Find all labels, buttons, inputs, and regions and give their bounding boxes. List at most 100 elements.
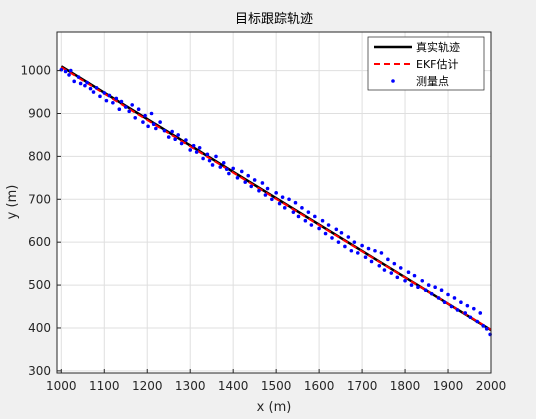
measurement-point bbox=[423, 288, 428, 293]
measurement-point bbox=[343, 244, 347, 249]
legend: 真实轨迹 EKF估计 测量点 bbox=[367, 36, 485, 91]
x-tick-label: 1400 bbox=[218, 379, 249, 393]
measurement-point bbox=[98, 94, 102, 99]
x-tick-label: 1300 bbox=[175, 379, 206, 393]
measurement-point bbox=[287, 197, 291, 202]
y-tick-label: 300 bbox=[28, 364, 51, 378]
measurement-point bbox=[463, 311, 468, 315]
measurement-point bbox=[323, 231, 328, 236]
measurement-point bbox=[426, 283, 431, 287]
measurement-point bbox=[395, 275, 400, 280]
measurement-point bbox=[442, 300, 447, 305]
x-tick-label: 1200 bbox=[132, 379, 163, 393]
measurement-point bbox=[369, 259, 374, 264]
measurement-point bbox=[465, 303, 470, 308]
measurement-point bbox=[446, 292, 450, 297]
measurement-point bbox=[170, 129, 174, 134]
measurement-point bbox=[439, 288, 444, 293]
measurement-point bbox=[102, 91, 107, 95]
measurement-point bbox=[260, 181, 265, 185]
measurement-point bbox=[420, 278, 425, 283]
measurement-point bbox=[309, 223, 314, 227]
y-tick-label: 400 bbox=[28, 321, 51, 335]
measurement-point bbox=[173, 137, 177, 142]
measurement-point bbox=[166, 135, 171, 139]
measurement-point bbox=[104, 98, 109, 103]
measurement-point bbox=[274, 191, 278, 195]
measurement-point bbox=[416, 285, 420, 290]
measurement-point bbox=[291, 210, 296, 214]
measurement-point bbox=[306, 210, 311, 214]
x-tick-label: 1900 bbox=[433, 379, 464, 393]
x-tick-label: 1000 bbox=[46, 379, 77, 393]
measurement-point bbox=[300, 206, 304, 210]
x-tick-label: 1500 bbox=[261, 379, 292, 393]
measurement-point bbox=[363, 255, 368, 259]
measurement-point bbox=[188, 148, 193, 152]
x-tick-label: 1800 bbox=[390, 379, 421, 393]
measurement-point bbox=[221, 161, 226, 165]
measurement-point bbox=[136, 107, 141, 112]
measurement-point bbox=[277, 201, 282, 206]
measurement-point bbox=[382, 268, 387, 272]
measurement-point bbox=[412, 273, 417, 278]
measurement-point bbox=[154, 126, 158, 131]
measurement-point bbox=[280, 195, 285, 199]
measurement-point bbox=[282, 206, 287, 210]
measurement-point bbox=[257, 188, 261, 193]
measurement-point bbox=[107, 93, 112, 98]
measurement-point bbox=[449, 304, 454, 309]
measurement-point bbox=[468, 315, 473, 320]
measurement-point bbox=[78, 81, 83, 86]
x-axis-label: x (m) bbox=[257, 400, 292, 415]
measurement-point bbox=[119, 99, 124, 104]
measurement-point bbox=[263, 193, 268, 197]
legend-swatch-measurements bbox=[391, 79, 395, 83]
measurement-point bbox=[252, 178, 257, 182]
measurement-point bbox=[433, 285, 437, 290]
measurement-point bbox=[436, 296, 441, 300]
measurement-point bbox=[360, 243, 364, 248]
measurement-point bbox=[389, 271, 394, 275]
y-tick-label: 500 bbox=[28, 278, 51, 292]
measurement-point bbox=[162, 128, 167, 133]
measurement-point bbox=[72, 79, 76, 84]
y-tick-label: 700 bbox=[28, 192, 51, 206]
measurement-point bbox=[117, 107, 122, 112]
measurement-point bbox=[127, 109, 131, 114]
measurement-point bbox=[377, 263, 382, 268]
measurement-point bbox=[403, 278, 407, 283]
measurement-point bbox=[91, 90, 96, 94]
measurement-point bbox=[191, 143, 196, 148]
measurement-point bbox=[194, 150, 199, 154]
axes-box bbox=[56, 31, 492, 374]
legend-label-true-track: 真实轨迹 bbox=[416, 40, 460, 54]
measurement-point bbox=[114, 96, 119, 101]
x-tick-label: 1100 bbox=[89, 379, 120, 393]
measurement-point bbox=[111, 100, 115, 105]
measurement-point bbox=[406, 270, 411, 275]
measurement-point bbox=[85, 80, 89, 85]
measurement-point bbox=[246, 173, 251, 178]
measurement-point bbox=[355, 251, 360, 255]
measurement-point bbox=[249, 184, 254, 189]
measurement-point bbox=[88, 86, 93, 91]
measurement-point bbox=[207, 158, 212, 163]
chart-title: 目标跟踪轨迹 bbox=[235, 12, 313, 27]
measurement-point bbox=[429, 291, 434, 296]
measurement-point bbox=[214, 154, 218, 159]
measurement-point bbox=[398, 266, 403, 270]
measurement-point bbox=[409, 283, 414, 287]
measurement-point bbox=[475, 319, 480, 324]
measurement-point bbox=[293, 200, 298, 205]
measurement-point bbox=[179, 141, 184, 146]
measurement-point bbox=[366, 246, 371, 251]
y-tick-label: 800 bbox=[28, 149, 51, 163]
measurement-point bbox=[235, 176, 240, 180]
measurement-point bbox=[379, 251, 384, 255]
measurement-point bbox=[149, 111, 154, 116]
measurement-point bbox=[68, 68, 73, 73]
legend-label-ekf: EKF估计 bbox=[416, 58, 459, 71]
y-axis-label: y (m) bbox=[5, 185, 20, 220]
measurement-point bbox=[63, 69, 68, 74]
